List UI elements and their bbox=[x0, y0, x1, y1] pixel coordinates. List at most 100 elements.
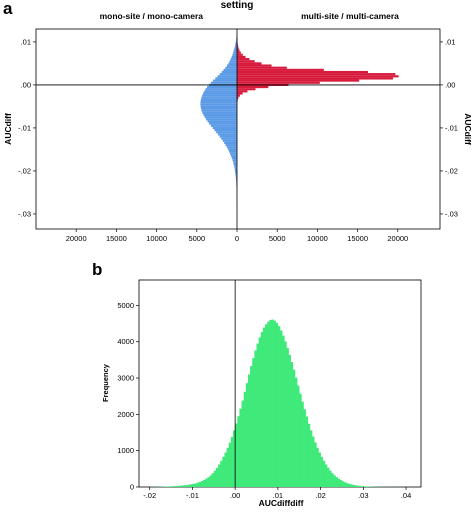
left-bar bbox=[226, 146, 237, 149]
x-tick-label: 5000 bbox=[269, 234, 286, 243]
histogram-bar bbox=[243, 391, 247, 487]
histogram-bar bbox=[354, 485, 358, 487]
histogram-bar bbox=[254, 350, 257, 487]
histogram-bar bbox=[331, 473, 334, 487]
left-bar bbox=[236, 38, 237, 41]
right-bar bbox=[237, 73, 396, 76]
histogram-bar bbox=[312, 436, 315, 487]
panel-b-x-ticks: -.02 -.01 .00 .01 .02 .03 .04 bbox=[143, 487, 411, 500]
right-bar bbox=[237, 58, 250, 61]
x-tick-label: 20000 bbox=[387, 234, 408, 243]
histogram-bar bbox=[258, 337, 262, 487]
histogram-bar bbox=[305, 416, 309, 487]
left-bar bbox=[234, 45, 237, 48]
x-tick-label: .03 bbox=[358, 491, 368, 500]
right-bar bbox=[237, 51, 241, 54]
y-tick-label: -.02 bbox=[18, 166, 31, 175]
panel-b-x-axis-label: AUCdiffdiff bbox=[259, 498, 304, 508]
histogram-bar bbox=[290, 362, 294, 487]
right-bar bbox=[237, 60, 255, 63]
left-bar bbox=[230, 58, 237, 61]
right-bar bbox=[237, 70, 369, 74]
left-bar bbox=[232, 53, 237, 56]
panel-a-right-y-ticks: .01 .00 -.01 -.02 -.03 bbox=[440, 37, 458, 218]
histogram-bar bbox=[166, 486, 170, 487]
y-tick-label: 3000 bbox=[117, 374, 134, 383]
left-bar bbox=[233, 49, 237, 52]
right-bar bbox=[237, 96, 239, 99]
histogram-bar bbox=[282, 335, 285, 487]
right-bar bbox=[237, 90, 248, 93]
histogram-bar bbox=[228, 442, 232, 487]
right-bar bbox=[237, 45, 239, 48]
x-tick-label: 0 bbox=[235, 234, 239, 243]
x-tick-label: 15000 bbox=[106, 234, 127, 243]
right-bar bbox=[237, 47, 239, 50]
panel-a-title: setting bbox=[221, 0, 254, 11]
histogram-bar bbox=[329, 470, 332, 487]
histogram-bar bbox=[314, 442, 317, 487]
left-bar bbox=[200, 101, 237, 104]
left-bar bbox=[236, 180, 237, 183]
right-bar bbox=[237, 55, 246, 59]
histogram-bar bbox=[320, 456, 324, 487]
y-tick-label: -.01 bbox=[18, 123, 31, 132]
histogram-bar bbox=[215, 467, 219, 487]
right-bar bbox=[237, 94, 240, 97]
histogram-bar bbox=[271, 319, 274, 487]
left-bar bbox=[206, 118, 237, 121]
left-bar bbox=[231, 156, 237, 160]
left-bar bbox=[215, 77, 237, 80]
histogram-bar bbox=[188, 484, 191, 487]
histogram-bar bbox=[307, 423, 311, 487]
histogram-bar bbox=[327, 467, 330, 487]
left-bar bbox=[207, 85, 237, 89]
histogram-bar bbox=[235, 423, 238, 487]
left-bar bbox=[210, 124, 237, 127]
histogram-bar bbox=[359, 485, 362, 487]
histogram-bar bbox=[286, 347, 289, 487]
left-bar bbox=[217, 133, 237, 136]
left-bar bbox=[232, 159, 237, 162]
left-bar bbox=[235, 174, 237, 177]
histogram-bar bbox=[363, 486, 366, 487]
left-bar bbox=[233, 161, 237, 164]
right-bar bbox=[237, 49, 240, 52]
left-bar bbox=[234, 165, 237, 168]
panel-a-reference-lines bbox=[36, 29, 440, 229]
x-tick-label: -.02 bbox=[143, 491, 156, 500]
left-bar bbox=[213, 79, 237, 82]
histogram-bar bbox=[241, 400, 244, 487]
left-bar bbox=[205, 88, 237, 91]
histogram-bar bbox=[209, 475, 212, 487]
histogram-bar bbox=[256, 343, 259, 487]
histogram-bar bbox=[252, 358, 255, 487]
left-bar bbox=[235, 172, 237, 175]
left-bar bbox=[216, 131, 237, 134]
histogram-bar bbox=[220, 460, 223, 487]
left-bar bbox=[231, 55, 237, 59]
histogram-bar bbox=[318, 452, 321, 487]
histogram-bar bbox=[346, 483, 349, 487]
x-tick-label: 5000 bbox=[188, 234, 205, 243]
histogram-bar bbox=[226, 447, 230, 487]
left-series-bars bbox=[200, 34, 237, 216]
histogram-bar bbox=[352, 484, 356, 487]
panel-b-y-ticks: 0 1000 2000 3000 4000 5000 bbox=[117, 301, 139, 492]
left-bar bbox=[222, 139, 237, 142]
x-tick-label: 15000 bbox=[347, 234, 368, 243]
left-bar bbox=[200, 105, 237, 108]
histogram-bar bbox=[211, 473, 215, 487]
histogram-bar bbox=[218, 464, 221, 487]
y-tick-label: 1000 bbox=[117, 446, 134, 455]
right-bar bbox=[237, 53, 243, 56]
right-bar bbox=[237, 68, 324, 71]
histogram-bar bbox=[303, 409, 306, 487]
x-tick-label: 10000 bbox=[146, 234, 167, 243]
y-tick-label: .01 bbox=[21, 37, 31, 46]
histogram-bar bbox=[207, 477, 210, 487]
x-tick-label: .02 bbox=[315, 491, 325, 500]
right-bar bbox=[237, 92, 243, 95]
histogram-bar bbox=[316, 447, 319, 487]
histogram-bar bbox=[265, 324, 268, 487]
